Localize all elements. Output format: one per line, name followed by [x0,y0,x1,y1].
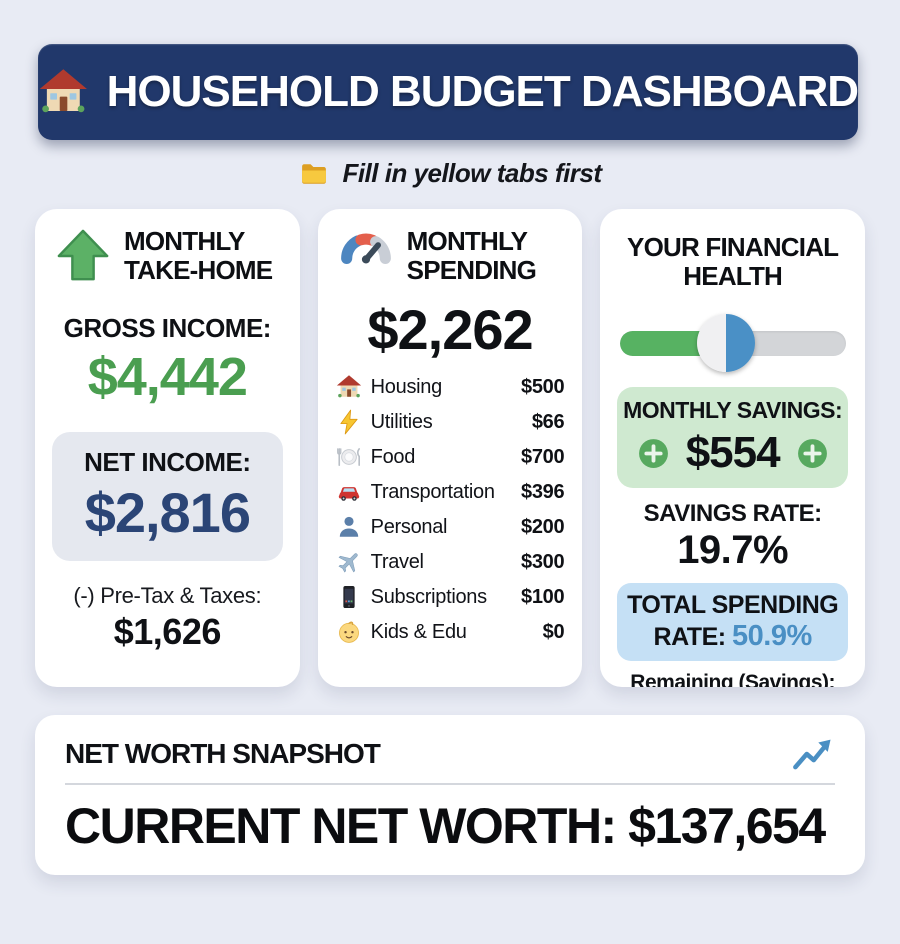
spending-category-row: Food $700 [336,444,565,470]
spending-category-label: Transportation [370,480,495,503]
savings-rate-label: SAVINGS RATE: [643,500,822,528]
net-worth-section-title: NET WORTH SNAPSHOT [65,738,381,769]
spending-title-line2: SPENDING [406,255,537,286]
plus-circle-icon [637,437,670,470]
house-icon [336,374,362,400]
car-icon [336,479,362,505]
spending-header: MONTHLY SPENDING [333,226,568,286]
food-icon [336,444,362,470]
card-spending: MONTHLY SPENDING $2,262 Housing $500 Uti… [317,209,583,687]
health-title: YOUR FINANCIAL HEALTH [615,227,850,291]
spending-category-label: Food [370,445,416,468]
health-title-line2: HEALTH [683,261,783,292]
spending-category-row: Personal $200 [336,514,565,540]
spending-category-label: Subscriptions [370,585,487,608]
take-home-title-line2: TAKE-HOME [124,255,273,286]
spending-category-label: Utilities [370,410,433,433]
take-home-header: MONTHLY TAKE-HOME [50,226,285,286]
spending-category-value: $396 [521,480,565,503]
monthly-savings-row: $554 [621,428,844,478]
monthly-savings-box: MONTHLY SAVINGS: $554 [617,387,848,489]
savings-rate-value: 19.7% [677,528,789,573]
spending-category-value: $200 [521,515,565,538]
cards-row: MONTHLY TAKE-HOME GROSS INCOME: $4,442 N… [35,209,865,687]
remaining-savings-label: Remaining (Savings): [630,671,835,687]
trend-up-icon [789,733,835,775]
card-take-home: MONTHLY TAKE-HOME GROSS INCOME: $4,442 N… [35,209,300,687]
spending-category-value: $100 [521,585,565,608]
spending-category-label: Kids & Edu [370,620,467,643]
spending-category-row: Housing $500 [336,374,565,400]
phone-icon [336,584,362,610]
spending-category-value: $700 [521,445,565,468]
card-financial-health: YOUR FINANCIAL HEALTH MONTHLY SAVINGS: $… [600,209,865,687]
pretax-label: (-) Pre-Tax & Taxes: [73,583,262,609]
up-arrow-icon [54,227,112,285]
health-slider [619,313,846,373]
plus-circle-icon [796,437,829,470]
folder-icon [298,159,330,189]
page-title: HOUSEHOLD BUDGET DASHBOARD [106,67,859,116]
net-worth-divider [65,783,835,785]
pretax-value: $1,626 [113,611,222,653]
house-icon [38,63,89,121]
spending-category-value: $500 [521,375,565,398]
spending-category-label: Housing [370,375,443,398]
spending-title: MONTHLY SPENDING [406,226,537,286]
spending-category-label: Personal [370,515,448,538]
gross-income-label: GROSS INCOME: [63,313,272,344]
spending-category-row: Travel $300 [336,549,565,575]
spending-total: $2,262 [367,298,533,362]
net-worth-headline: CURRENT NET WORTH: $137,654 [65,798,826,854]
spending-rate-prefix: RATE: [653,623,727,652]
spending-category-value: $66 [531,410,565,433]
spending-rate-box: TOTAL SPENDING RATE: 50.9% [617,583,848,662]
net-income-box: NET INCOME: $2,816 [52,432,283,562]
spending-rate-label-line1: TOTAL SPENDING [627,591,839,620]
take-home-title-line1: MONTHLY [124,226,245,256]
spending-category-label: Travel [370,550,424,573]
plane-icon [336,549,362,575]
person-icon [336,514,362,540]
monthly-savings-value: $554 [685,428,781,478]
subtitle-text: Fill in yellow tabs first [342,158,602,188]
net-worth-card: NET WORTH SNAPSHOT CURRENT NET WORTH: $1… [35,715,865,875]
net-income-label: NET INCOME: [84,447,251,478]
gross-income-value: $4,442 [87,347,248,408]
net-worth-header-row: NET WORTH SNAPSHOT [65,733,835,775]
net-income-value: $2,816 [84,481,251,545]
health-title-line1: YOUR FINANCIAL [627,232,839,262]
spending-rate-label-line2: RATE: 50.9% [619,620,846,653]
health-slider-knob[interactable] [696,314,755,373]
spending-rate-value: 50.9% [732,620,812,653]
gauge-icon [337,227,395,285]
monthly-savings-label: MONTHLY SAVINGS: [623,397,843,424]
subtitle-note: Fill in yellow tabs first [0,158,900,189]
header-banner: HOUSEHOLD BUDGET DASHBOARD [38,44,859,140]
spending-category-row: Utilities $66 [336,409,565,435]
baby-icon [336,619,362,645]
spending-category-value: $300 [521,550,565,573]
spending-category-row: Subscriptions $100 [336,584,565,610]
take-home-title: MONTHLY TAKE-HOME [124,226,273,286]
dashboard-canvas: HOUSEHOLD BUDGET DASHBOARD Fill in yello… [0,44,900,944]
spending-category-value: $0 [542,620,565,643]
spending-category-list: Housing $500 Utilities $66 Food $700 Tra… [333,374,568,645]
spending-title-line1: MONTHLY [406,226,528,256]
spending-category-row: Transportation $396 [336,479,565,505]
lightning-icon [336,409,362,435]
spending-category-row: Kids & Edu $0 [336,619,565,645]
